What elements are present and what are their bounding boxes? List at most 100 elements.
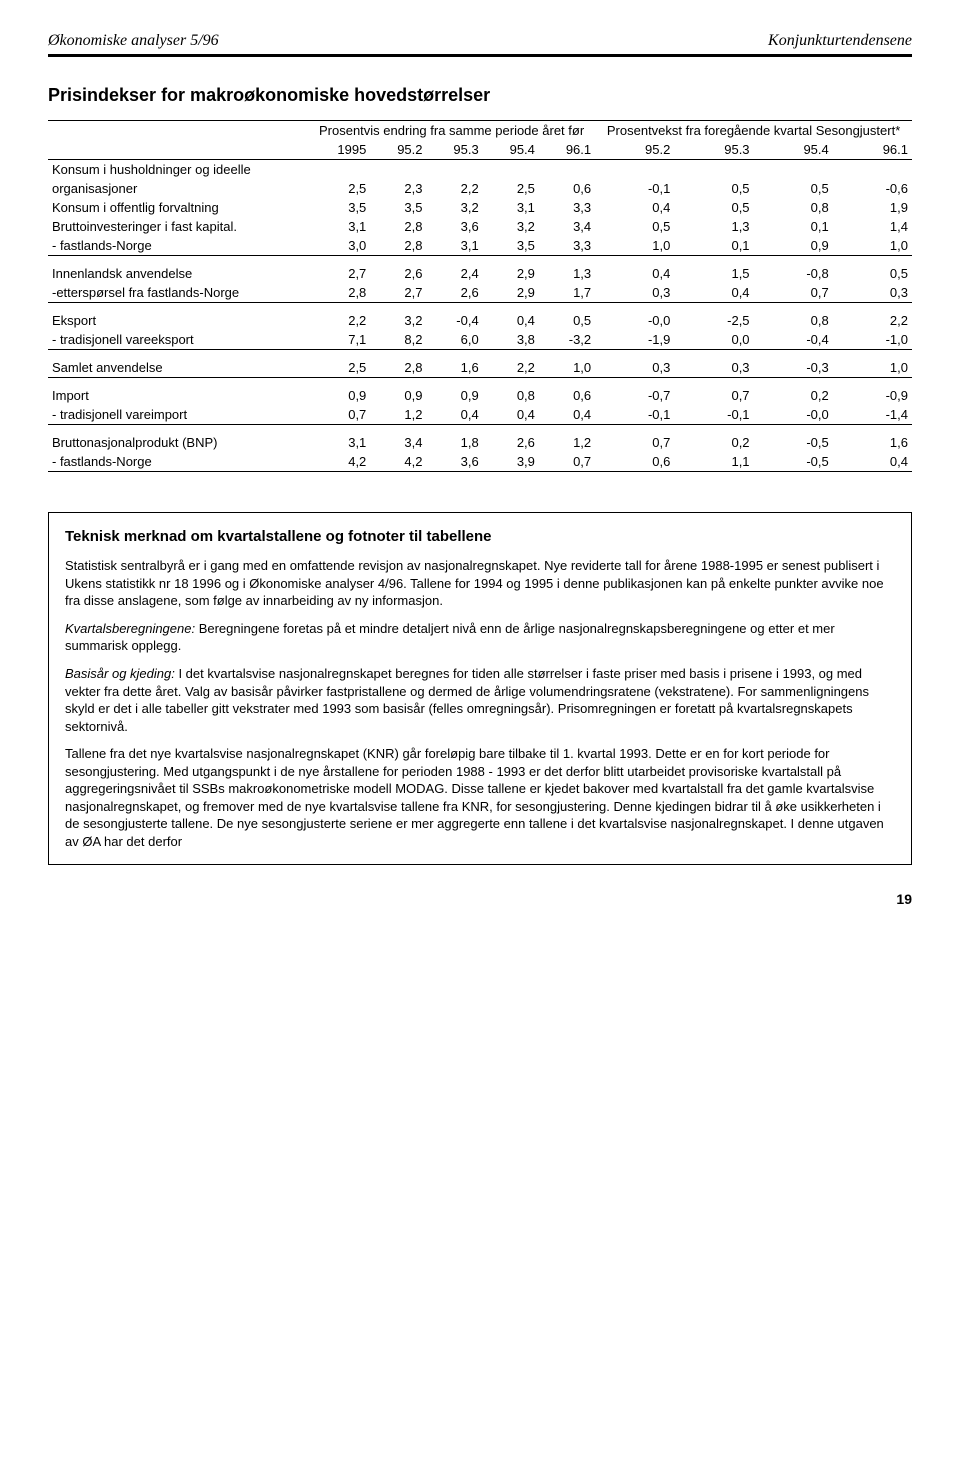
table-row: Konsum i offentlig forvaltning3,53,53,23…	[48, 198, 912, 217]
table-row: Innenlandsk anvendelse2,72,62,42,91,30,4…	[48, 256, 912, 283]
cell: 0,2	[754, 378, 833, 405]
cell: -0,9	[833, 378, 912, 405]
cell: 0,1	[754, 217, 833, 236]
cell: 3,1	[308, 425, 370, 452]
table-row: organisasjoner2,52,32,22,50,6-0,10,50,5-…	[48, 179, 912, 198]
cell: 1,1	[674, 452, 753, 472]
cell: 1,4	[833, 217, 912, 236]
row-label: Konsum i husholdninger og ideelle	[48, 160, 308, 180]
cell: -1,0	[833, 330, 912, 350]
cell: -0,5	[754, 425, 833, 452]
row-label: - fastlands-Norge	[48, 452, 308, 472]
cell: -0,4	[427, 303, 483, 330]
cell: 3,5	[308, 198, 370, 217]
cell: 0,9	[370, 378, 426, 405]
cell: 0,3	[595, 350, 674, 378]
cell: 0,4	[539, 405, 595, 425]
cell: 1,5	[674, 256, 753, 283]
cell: 0,4	[427, 405, 483, 425]
box-paragraph: Kvartalsberegningene: Beregningene foret…	[65, 620, 895, 655]
cell: 0,4	[483, 303, 539, 330]
row-label: Bruttonasjonalprodukt (BNP)	[48, 425, 308, 452]
col-head: 95.2	[595, 140, 674, 160]
cell: 2,2	[427, 179, 483, 198]
cell: 3,5	[370, 198, 426, 217]
row-label: Samlet anvendelse	[48, 350, 308, 378]
page-number: 19	[48, 891, 912, 907]
cell: 2,8	[308, 283, 370, 303]
cell: 2,2	[833, 303, 912, 330]
cell: 3,2	[370, 303, 426, 330]
cell: -0,8	[754, 256, 833, 283]
row-label: organisasjoner	[48, 179, 308, 198]
cell: 2,6	[427, 283, 483, 303]
cell: 0,4	[483, 405, 539, 425]
cell: 0,1	[674, 236, 753, 256]
table-row: - fastlands-Norge4,24,23,63,90,70,61,1-0…	[48, 452, 912, 472]
cell: 0,5	[833, 256, 912, 283]
cell: 0,2	[674, 425, 753, 452]
cell: 3,2	[427, 198, 483, 217]
cell: 0,4	[833, 452, 912, 472]
cell: 2,9	[483, 256, 539, 283]
header-rule	[48, 54, 912, 57]
cell: 0,7	[595, 425, 674, 452]
running-head-left: Økonomiske analyser 5/96	[48, 32, 219, 50]
cell: 3,6	[427, 452, 483, 472]
cell: 0,3	[595, 283, 674, 303]
span-head-right: Prosentvekst fra foregående kvartal Seso…	[595, 121, 912, 141]
table-row: Samlet anvendelse2,52,81,62,21,00,30,3-0…	[48, 350, 912, 378]
col-head: 95.4	[483, 140, 539, 160]
cell: -1,4	[833, 405, 912, 425]
cell: 2,5	[308, 350, 370, 378]
cell: 0,8	[483, 378, 539, 405]
cell: -0,1	[674, 405, 753, 425]
cell: 0,6	[539, 378, 595, 405]
col-head: 95.3	[427, 140, 483, 160]
cell: 0,4	[595, 198, 674, 217]
cell: -0,0	[754, 405, 833, 425]
table-row: Import0,90,90,90,80,6-0,70,70,2-0,9	[48, 378, 912, 405]
cell: 0,4	[674, 283, 753, 303]
cell: 3,5	[483, 236, 539, 256]
cell: 3,4	[539, 217, 595, 236]
cell: 1,2	[370, 405, 426, 425]
cell: -0,4	[754, 330, 833, 350]
table-row: -etterspørsel fra fastlands-Norge2,82,72…	[48, 283, 912, 303]
cell: 1,0	[833, 350, 912, 378]
cell: -0,6	[833, 179, 912, 198]
cell: 0,5	[674, 179, 753, 198]
table-row: Bruttoinvesteringer i fast kapital.3,12,…	[48, 217, 912, 236]
cell: 0,6	[539, 179, 595, 198]
row-label: Import	[48, 378, 308, 405]
box-paragraph: Basisår og kjeding: I det kvartalsvise n…	[65, 665, 895, 735]
cell: 2,9	[483, 283, 539, 303]
cell: 0,6	[595, 452, 674, 472]
cell: -0,5	[754, 452, 833, 472]
cell: 2,2	[308, 303, 370, 330]
cell: 3,3	[539, 236, 595, 256]
cell: 0,7	[674, 378, 753, 405]
cell: 0,9	[308, 378, 370, 405]
box-paragraph: Statistisk sentralbyrå er i gang med en …	[65, 557, 895, 610]
cell: 2,7	[308, 256, 370, 283]
cell: 0,9	[427, 378, 483, 405]
cell: -0,7	[595, 378, 674, 405]
cell: 3,6	[427, 217, 483, 236]
cell: 1,6	[833, 425, 912, 452]
cell: 3,8	[483, 330, 539, 350]
cell: 1,9	[833, 198, 912, 217]
cell: 0,5	[539, 303, 595, 330]
cell: 1,0	[833, 236, 912, 256]
cell: 2,6	[370, 256, 426, 283]
cell: 0,0	[674, 330, 753, 350]
cell: 0,7	[539, 452, 595, 472]
cell: 3,4	[370, 425, 426, 452]
row-label: Bruttoinvesteringer i fast kapital.	[48, 217, 308, 236]
running-head-right: Konjunkturtendensene	[768, 32, 912, 50]
cell: 3,1	[427, 236, 483, 256]
row-label: - tradisjonell vareeksport	[48, 330, 308, 350]
cell: 2,5	[483, 179, 539, 198]
table-row: Konsum i husholdninger og ideelle	[48, 160, 912, 180]
cell: 0,7	[754, 283, 833, 303]
